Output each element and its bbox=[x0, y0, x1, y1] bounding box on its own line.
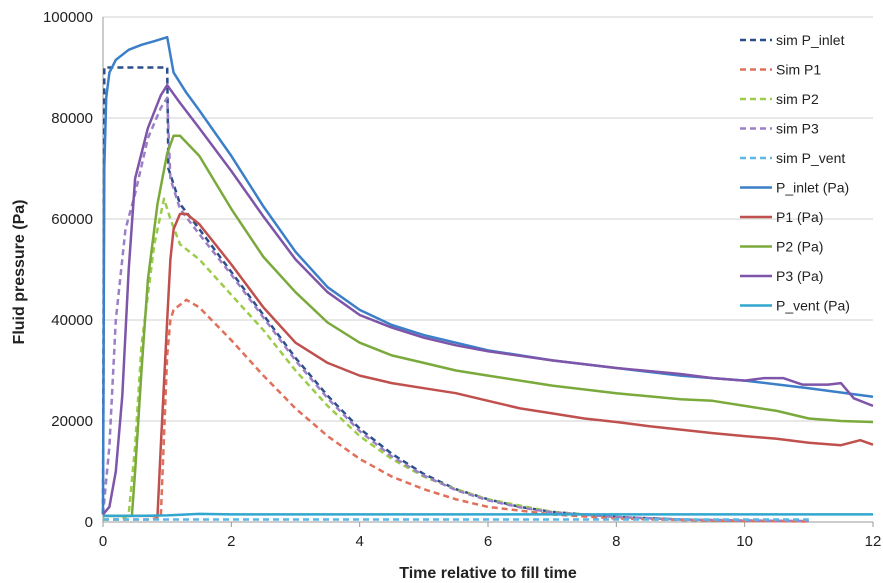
x-tick-label: 4 bbox=[355, 533, 363, 550]
x-axis-title: Time relative to fill time bbox=[399, 565, 577, 582]
legend-label: P3 (Pa) bbox=[776, 268, 823, 284]
x-tick-label: 8 bbox=[612, 533, 620, 550]
series-line bbox=[103, 212, 874, 518]
axes bbox=[102, 17, 874, 527]
legend-label: sim P2 bbox=[776, 91, 819, 107]
legend-label: P1 (Pa) bbox=[776, 209, 823, 225]
x-tick-label: 12 bbox=[865, 533, 882, 550]
y-tick-label: 60000 bbox=[51, 211, 93, 228]
legend-label: P2 (Pa) bbox=[776, 239, 823, 255]
x-tick-label: 0 bbox=[99, 533, 107, 550]
x-tick-labels: 0 2 4 6 8 10 12 bbox=[99, 533, 882, 550]
y-tick-label: 80000 bbox=[51, 110, 93, 127]
legend-label: sim P_vent bbox=[776, 150, 845, 166]
series-line bbox=[103, 512, 873, 518]
y-tick-label: 40000 bbox=[51, 312, 93, 329]
legend: sim P_inlet Sim P1 sim P2 sim P3 sim P_vent P… bbox=[740, 32, 850, 314]
y-axis-title: Fluid pressure (Pa) bbox=[11, 200, 28, 345]
series-line bbox=[103, 298, 809, 523]
legend-label: P_vent (Pa) bbox=[776, 298, 850, 314]
gridlines bbox=[103, 16, 873, 422]
x-tick-label: 6 bbox=[484, 533, 492, 550]
y-tick-labels: 0 20000 40000 60000 80000 100000 bbox=[43, 9, 93, 531]
series-line bbox=[101, 66, 809, 523]
series-line bbox=[101, 96, 809, 523]
legend-label: Sim P1 bbox=[776, 62, 821, 78]
legend-label: P_inlet (Pa) bbox=[776, 180, 849, 196]
y-tick-label: 100000 bbox=[43, 9, 93, 26]
series-line bbox=[103, 197, 809, 523]
series-line bbox=[102, 83, 874, 516]
x-tick-label: 2 bbox=[227, 533, 235, 550]
x-tick-label: 10 bbox=[736, 533, 753, 550]
y-tick-label: 0 bbox=[85, 514, 93, 531]
y-tick-label: 20000 bbox=[51, 413, 93, 430]
legend-label: sim P3 bbox=[776, 121, 819, 137]
series-lines bbox=[101, 35, 874, 523]
legend-label: sim P_inlet bbox=[776, 32, 845, 48]
series-line bbox=[103, 134, 874, 518]
